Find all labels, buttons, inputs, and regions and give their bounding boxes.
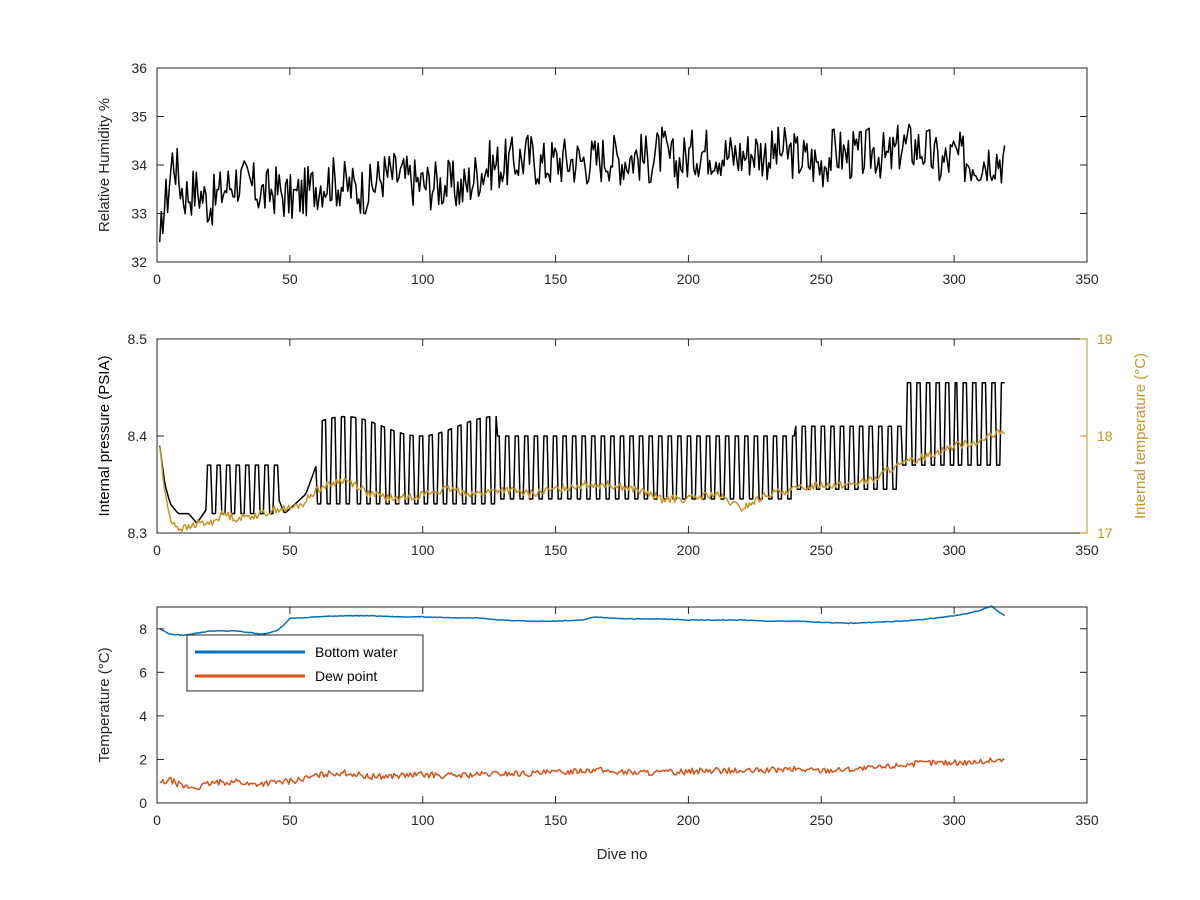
y-tick-label: 36 — [131, 60, 147, 76]
x-axis-label: Dive no — [597, 846, 648, 863]
series-line-1 — [159, 605, 1006, 637]
x-tick-label: 200 — [677, 812, 701, 828]
y-tick-label: 2 — [139, 751, 147, 767]
series-line-1 — [158, 381, 1005, 524]
x-tick-label: 50 — [282, 271, 298, 287]
series-line-1 — [158, 123, 1006, 243]
y-right-tick-label: 19 — [1097, 331, 1113, 347]
y-tick-label: 34 — [131, 157, 147, 173]
chart-panel-1: 0 50 100 150 200 250 300 350 32 33 34 35 36 Relative … — [96, 60, 1099, 287]
y-tick-label: 6 — [139, 664, 147, 680]
legend-label: Bottom water — [315, 644, 398, 660]
y-axis-label: Temperature (°C) — [96, 647, 113, 762]
y-tick-label: 8.3 — [128, 525, 148, 541]
series-line-2 — [158, 429, 1006, 533]
x-tick-label: 350 — [1075, 812, 1099, 828]
series-line-2 — [159, 757, 1005, 791]
y-tick-label: 4 — [139, 708, 147, 724]
y-tick-label: 35 — [131, 109, 147, 125]
x-tick-label: 100 — [411, 542, 435, 558]
x-tick-label: 50 — [282, 542, 298, 558]
x-tick-label: 350 — [1075, 271, 1099, 287]
y-right-tick-label: 17 — [1097, 525, 1113, 541]
legend-label: Dew point — [315, 668, 377, 684]
x-tick-label: 250 — [810, 271, 834, 287]
x-tick-label: 100 — [411, 271, 435, 287]
x-tick-label: 150 — [544, 812, 568, 828]
x-tick-label: 150 — [544, 271, 568, 287]
x-tick-label: 300 — [942, 812, 966, 828]
x-tick-label: 350 — [1075, 542, 1099, 558]
y-tick-label: 8.4 — [128, 428, 148, 444]
axes-frame — [156, 606, 1088, 804]
x-tick-label: 0 — [153, 542, 161, 558]
y-tick-label: 8 — [139, 621, 147, 637]
x-tick-label: 0 — [153, 812, 161, 828]
y-tick-label: 0 — [139, 795, 147, 811]
y-right-tick-label: 18 — [1097, 428, 1113, 444]
x-tick-label: 100 — [411, 812, 435, 828]
y-tick-label: 32 — [131, 254, 147, 270]
x-tick-label: 0 — [153, 271, 161, 287]
chart-panel-3: 0 50 100 150 200 250 300 350 0 2 4 6 8 Temperature (°… — [96, 605, 1099, 863]
legend-box — [186, 634, 424, 692]
x-tick-label: 200 — [677, 271, 701, 287]
x-tick-label: 300 — [942, 542, 966, 558]
x-tick-label: 50 — [282, 812, 298, 828]
chart-panel-2: 0 50 100 150 200 250 300 350 8.3 8.4 8.5 17 18 19 Inte… — [96, 331, 1149, 558]
y-tick-label: 33 — [131, 206, 147, 222]
x-tick-label: 150 — [544, 542, 568, 558]
x-tick-label: 250 — [810, 542, 834, 558]
y-axis-label: Internal pressure (PSIA) — [96, 356, 113, 517]
x-tick-label: 300 — [942, 271, 966, 287]
y-axis-right-label: Internal temperature (°C) — [1132, 353, 1149, 519]
x-tick-label: 200 — [677, 542, 701, 558]
y-tick-label: 8.5 — [128, 331, 148, 347]
x-tick-label: 250 — [810, 812, 834, 828]
y-axis-label: Relative Humidity % — [96, 98, 113, 232]
legend: Bottom water Dew point — [186, 634, 424, 692]
